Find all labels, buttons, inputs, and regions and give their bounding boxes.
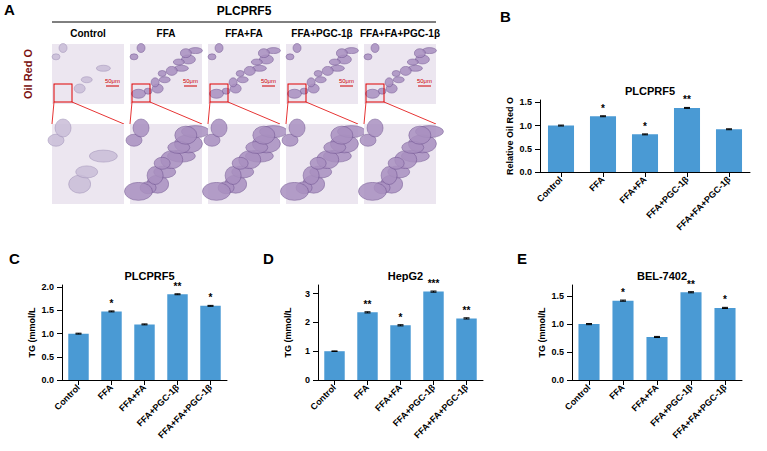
svg-text:**: ** <box>463 305 471 316</box>
svg-text:Control: Control <box>70 28 106 39</box>
svg-text:BEL-7402: BEL-7402 <box>637 270 687 282</box>
svg-text:0.5: 0.5 <box>551 347 564 357</box>
svg-text:A: A <box>4 1 15 18</box>
svg-text:Control: Control <box>563 382 593 412</box>
svg-text:1.0: 1.0 <box>41 329 54 339</box>
svg-text:**: ** <box>364 299 372 310</box>
svg-text:*: * <box>399 312 403 323</box>
svg-text:FFA: FFA <box>157 28 176 39</box>
svg-text:50μm: 50μm <box>183 78 198 84</box>
svg-text:FFA+FA+PGC-1β: FFA+FA+PGC-1β <box>156 382 214 440</box>
svg-text:0.5: 0.5 <box>519 144 532 154</box>
svg-text:2: 2 <box>305 317 310 327</box>
svg-text:3: 3 <box>305 289 310 299</box>
svg-text:B: B <box>500 8 511 25</box>
svg-text:1.5: 1.5 <box>551 291 564 301</box>
svg-text:1.5: 1.5 <box>519 97 532 107</box>
svg-text:FFA: FFA <box>96 382 115 401</box>
svg-text:2.0: 2.0 <box>41 282 54 292</box>
svg-text:1.0: 1.0 <box>519 121 532 131</box>
svg-text:E: E <box>517 250 527 267</box>
svg-text:PLCPRF5: PLCPRF5 <box>625 85 675 97</box>
svg-text:50μm: 50μm <box>261 78 276 84</box>
svg-text:Oil Red O: Oil Red O <box>22 49 34 100</box>
svg-text:FFA+PGC-1β: FFA+PGC-1β <box>291 28 352 39</box>
svg-text:D: D <box>263 250 274 267</box>
svg-text:0.0: 0.0 <box>41 375 54 385</box>
svg-text:*: * <box>209 292 213 303</box>
svg-text:FFA+FA: FFA+FA <box>618 174 649 205</box>
svg-text:FFA+FA+PGC-1β: FFA+FA+PGC-1β <box>671 382 729 440</box>
svg-text:FFA+FA+PGC-1β: FFA+FA+PGC-1β <box>675 174 733 232</box>
svg-text:FFA+FA: FFA+FA <box>117 382 148 413</box>
svg-text:FFA: FFA <box>607 382 626 401</box>
svg-text:50μm: 50μm <box>105 78 120 84</box>
svg-text:Relative Oil Red O: Relative Oil Red O <box>505 97 515 175</box>
svg-text:**: ** <box>174 281 182 292</box>
svg-text:**: ** <box>687 279 695 290</box>
svg-text:*: * <box>643 121 647 132</box>
svg-text:*: * <box>723 294 727 305</box>
svg-text:TG (mmol/L: TG (mmol/L <box>283 307 293 357</box>
svg-text:FFA+PGC-1β: FFA+PGC-1β <box>648 382 695 429</box>
svg-text:0: 0 <box>305 375 310 385</box>
svg-text:FFA+FA: FFA+FA <box>373 382 404 413</box>
svg-text:PLCPRF5: PLCPRF5 <box>124 270 174 282</box>
svg-text:1.0: 1.0 <box>551 319 564 329</box>
svg-text:Control: Control <box>308 382 338 412</box>
svg-text:50μm: 50μm <box>339 78 354 84</box>
svg-text:C: C <box>9 250 20 267</box>
svg-text:*: * <box>601 103 605 114</box>
svg-text:50μm: 50μm <box>417 78 432 84</box>
svg-text:1.5: 1.5 <box>41 305 54 315</box>
svg-text:*: * <box>621 287 625 298</box>
svg-text:FFA+FA: FFA+FA <box>630 382 661 413</box>
svg-text:TG (mmol/L: TG (mmol/L <box>27 307 37 357</box>
svg-text:FFA+FA: FFA+FA <box>225 28 263 39</box>
svg-text:FFA+PGC-1β: FFA+PGC-1β <box>391 382 437 429</box>
svg-text:Control: Control <box>535 174 565 204</box>
svg-text:0.0: 0.0 <box>551 375 564 385</box>
svg-text:1: 1 <box>305 346 310 356</box>
svg-text:FFA: FFA <box>587 174 606 193</box>
svg-text:FFA+PGC-1β: FFA+PGC-1β <box>644 174 690 220</box>
svg-text:***: *** <box>428 278 440 289</box>
svg-text:*: * <box>110 298 114 309</box>
svg-text:TG (mmol/L: TG (mmol/L <box>537 307 547 357</box>
svg-text:FFA+FA+PGC-1β: FFA+FA+PGC-1β <box>360 28 440 39</box>
svg-text:0.5: 0.5 <box>41 352 54 362</box>
svg-text:0.0: 0.0 <box>519 167 532 177</box>
svg-text:PLCPRF5: PLCPRF5 <box>217 4 272 18</box>
svg-text:HepG2: HepG2 <box>388 270 423 282</box>
svg-text:**: ** <box>683 94 691 105</box>
svg-text:Control: Control <box>52 382 82 412</box>
svg-text:FFA+FA+PGC-1β: FFA+FA+PGC-1β <box>412 382 470 440</box>
svg-text:FFA: FFA <box>352 382 371 401</box>
svg-text:FFA+PGC-1β: FFA+PGC-1β <box>135 382 181 429</box>
